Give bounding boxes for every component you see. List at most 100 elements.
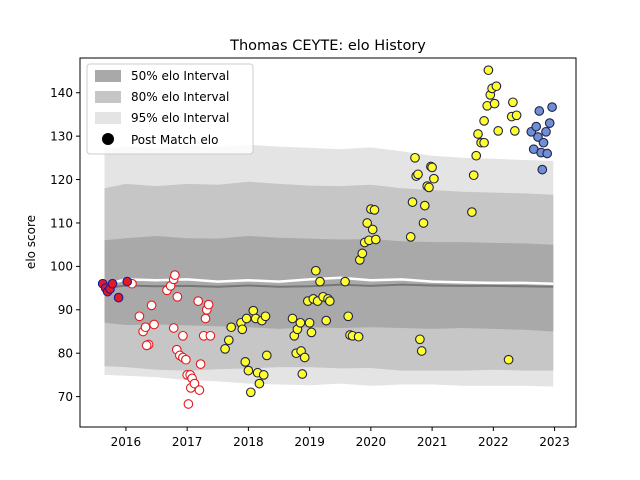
legend-label-50: 50% elo Interval	[131, 69, 229, 83]
y-tick-label: 140	[50, 86, 73, 100]
post-match-point	[343, 311, 354, 322]
x-tick-label: 2017	[172, 435, 203, 449]
post-match-point	[418, 218, 429, 228]
post-match-point	[203, 299, 214, 310]
post-match-point	[538, 137, 549, 148]
post-match-point	[254, 378, 265, 389]
post-match-point	[172, 291, 183, 302]
post-match-point	[146, 300, 157, 311]
x-tick-label: 2023	[539, 435, 570, 449]
post-match-point	[297, 369, 308, 379]
post-match-point	[240, 357, 251, 367]
post-match-point	[369, 205, 380, 215]
post-match-point	[193, 296, 204, 306]
post-match-point	[315, 276, 325, 287]
post-match-point	[537, 164, 548, 175]
post-match-point	[134, 311, 145, 322]
post-match-point	[194, 385, 205, 395]
legend-swatch-80	[95, 91, 121, 103]
post-match-point	[407, 197, 418, 207]
post-match-point	[353, 331, 364, 342]
post-match-point	[181, 354, 191, 365]
post-match-point	[304, 317, 315, 328]
post-match-point	[511, 110, 522, 121]
post-match-point	[473, 129, 483, 139]
x-axis: 2016 2017 2018 2019 2020 2021 2022 2023	[111, 427, 570, 449]
post-match-point	[542, 148, 553, 159]
post-match-point	[429, 173, 439, 184]
post-match-point	[195, 359, 206, 369]
post-match-point	[509, 126, 520, 136]
post-match-point	[467, 207, 477, 217]
post-match-point	[107, 278, 118, 289]
plot-frame	[79, 57, 577, 428]
y-tick-label: 70	[58, 390, 73, 404]
post-match-point	[508, 97, 518, 108]
y-tick-label: 110	[50, 216, 73, 230]
post-match-point	[306, 327, 317, 338]
post-match-point	[489, 98, 500, 109]
post-match-point	[113, 292, 124, 303]
x-tick-label: 2021	[417, 435, 448, 449]
x-tick-label: 2022	[478, 435, 509, 449]
post-match-points	[97, 65, 557, 409]
post-match-point	[223, 335, 234, 346]
post-match-point	[324, 296, 335, 306]
post-match-point	[168, 323, 179, 333]
legend-label-dot: Post Match elo	[131, 133, 218, 147]
post-match-point	[122, 276, 133, 287]
post-match-point	[261, 350, 272, 361]
post-match-point	[183, 399, 194, 409]
post-match-point	[299, 352, 310, 363]
y-tick-label: 100	[50, 260, 73, 274]
y-axis: 70 80 90 100 110 120 130 140	[50, 86, 80, 404]
post-match-point	[189, 378, 200, 389]
y-axis-label: elo score	[24, 215, 38, 269]
post-match-point	[493, 126, 504, 136]
post-match-point	[370, 234, 381, 245]
post-match-point	[367, 224, 378, 235]
post-match-point	[479, 137, 489, 148]
post-match-point	[410, 152, 420, 163]
x-tick-label: 2016	[111, 435, 142, 449]
post-match-point	[541, 126, 551, 137]
post-match-point	[427, 162, 437, 173]
post-match-point	[149, 319, 159, 330]
post-match-point	[260, 311, 271, 322]
post-match-point	[310, 265, 321, 276]
post-match-point	[237, 324, 248, 335]
post-match-point	[424, 182, 434, 193]
post-match-point	[226, 322, 237, 333]
post-match-point	[479, 116, 489, 126]
post-match-point	[503, 354, 514, 365]
band-50	[104, 236, 554, 332]
post-match-point	[205, 330, 216, 341]
x-tick-label: 2019	[294, 435, 325, 449]
post-match-point	[245, 387, 256, 398]
chart-title: Thomas CEYTE: elo History	[229, 38, 426, 54]
y-tick-label: 80	[58, 347, 73, 361]
legend-label-95: 95% elo Interval	[131, 111, 229, 125]
post-match-point	[468, 170, 479, 181]
y-tick-label: 130	[50, 129, 73, 143]
post-match-point	[200, 313, 211, 324]
post-match-point	[178, 330, 188, 341]
post-match-point	[141, 340, 152, 351]
post-match-point	[547, 102, 557, 112]
post-match-point	[241, 313, 252, 324]
x-tick-label: 2020	[356, 435, 387, 449]
post-match-point	[534, 106, 545, 116]
post-match-point	[405, 232, 416, 242]
x-tick-label: 2018	[233, 435, 264, 449]
y-tick-label: 120	[50, 173, 73, 187]
post-match-point	[416, 346, 427, 356]
post-match-point	[321, 315, 332, 326]
legend-marker-dot	[102, 133, 114, 145]
post-match-point	[340, 276, 350, 287]
post-match-point	[287, 313, 298, 324]
legend-swatch-50	[95, 70, 121, 82]
post-match-point	[471, 150, 482, 161]
y-tick-label: 90	[58, 303, 73, 317]
legend: 50% elo Interval 80% elo Interval 95% el…	[86, 63, 254, 155]
post-match-point	[483, 65, 494, 76]
